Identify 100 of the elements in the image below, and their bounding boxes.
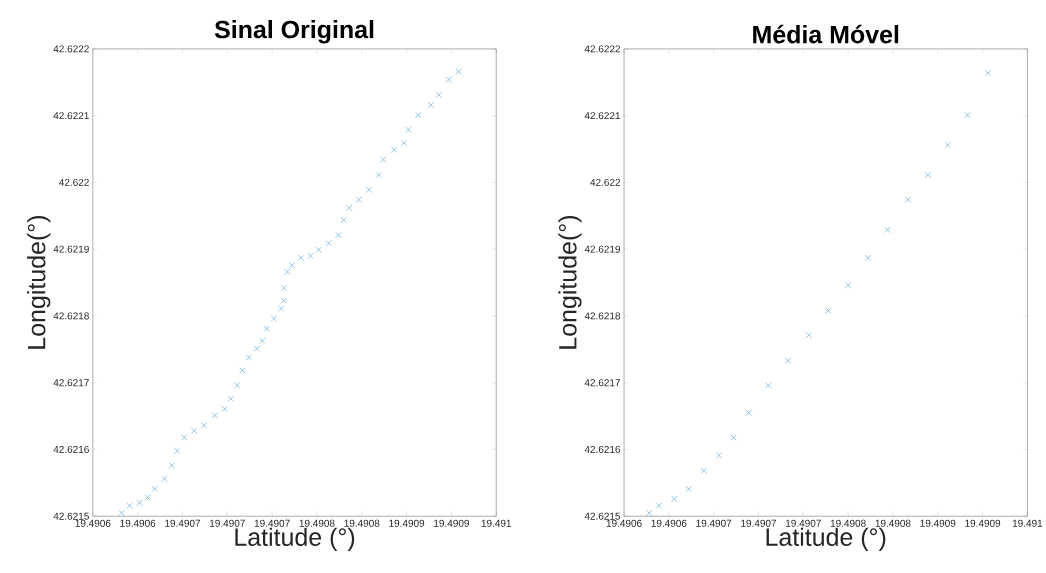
y-tick-label: 42.6216	[53, 445, 89, 453]
point	[964, 111, 971, 118]
y-tick-label: 42.6219	[53, 245, 89, 253]
x-tick-label: 19.4909	[434, 519, 469, 527]
point	[340, 216, 347, 223]
point	[785, 357, 792, 364]
x-tick-label: 19.4908	[830, 519, 866, 527]
x-tick-label: 19.4907	[741, 519, 777, 527]
y-tick-label: 42.6215	[584, 512, 621, 520]
x-tick-label: 19.4906	[606, 519, 642, 527]
point	[864, 254, 871, 261]
point	[315, 246, 322, 253]
point	[297, 254, 304, 261]
point	[455, 68, 462, 75]
point	[126, 502, 133, 509]
point	[245, 354, 252, 361]
point	[905, 196, 912, 203]
point	[191, 427, 198, 434]
y-tick-label: 42.6222	[584, 45, 621, 53]
point	[118, 509, 125, 516]
point	[284, 268, 291, 275]
point	[181, 434, 188, 441]
point	[168, 462, 175, 469]
x-tick-label: 19.4909	[965, 519, 1001, 527]
point	[445, 76, 452, 83]
x-tick-label: 19.4909	[920, 519, 956, 527]
point	[200, 422, 208, 429]
point	[227, 395, 234, 402]
point	[380, 156, 387, 163]
y-tick-label: 42.6215	[53, 512, 89, 520]
x-tick-label: 19.4907	[254, 519, 290, 527]
point	[884, 226, 891, 233]
point	[435, 91, 442, 98]
x-tick-label: 19.4907	[210, 519, 245, 527]
y-tick-label: 42.6218	[53, 312, 89, 320]
point	[174, 447, 181, 454]
point	[375, 172, 382, 179]
point	[161, 475, 168, 482]
point	[356, 196, 363, 203]
x-tick-label: 19.491	[1012, 519, 1043, 527]
point	[263, 325, 270, 332]
point	[700, 467, 707, 474]
point	[944, 141, 951, 149]
x-axis-title: Latitude (°)	[235, 527, 355, 551]
point	[730, 434, 737, 441]
point	[221, 405, 228, 412]
point	[365, 186, 372, 193]
point	[391, 146, 398, 153]
point	[253, 345, 260, 352]
point	[259, 337, 266, 344]
x-tick-label: 19.4907	[696, 519, 732, 527]
y-tick-label: 42.622	[590, 178, 621, 186]
point	[234, 382, 241, 389]
x-tick-label: 19.4907	[165, 519, 201, 527]
y-tick-label: 42.6217	[53, 379, 89, 387]
point	[335, 232, 342, 239]
point	[239, 367, 246, 374]
point	[280, 297, 287, 304]
y-tick-label: 42.6221	[584, 112, 621, 120]
point	[405, 126, 412, 133]
point	[400, 139, 407, 147]
point	[845, 282, 852, 289]
point	[151, 485, 158, 492]
point	[716, 452, 723, 459]
point	[655, 502, 663, 509]
point	[136, 499, 143, 506]
x-tick-label: 19.4906	[75, 519, 111, 527]
point	[270, 315, 277, 322]
point	[427, 101, 434, 108]
y-tick-label: 42.6222	[53, 45, 89, 53]
x-tick-label: 19.4908	[875, 519, 911, 527]
point	[211, 412, 218, 419]
x-tick-label: 19.4908	[344, 519, 380, 527]
point	[278, 305, 285, 312]
point	[646, 509, 653, 516]
x-tick-label: 19.4908	[299, 519, 335, 527]
y-tick-label: 42.6221	[53, 112, 89, 120]
point	[805, 332, 812, 339]
y-tick-label: 42.6218	[584, 312, 621, 320]
x-tick-label: 19.491	[481, 519, 512, 527]
point	[280, 284, 287, 291]
y-axis-title: Longitude(°)	[27, 215, 51, 349]
chart-title: Sinal Original	[214, 19, 374, 44]
y-tick-label: 42.622	[59, 178, 89, 186]
point	[745, 409, 752, 416]
y-tick-label: 42.6216	[584, 445, 621, 453]
point	[307, 252, 314, 259]
x-tick-label: 19.4906	[120, 519, 156, 527]
point	[325, 240, 332, 247]
point	[984, 69, 991, 76]
x-axis-title: Latitude (°)	[766, 527, 886, 551]
point	[685, 485, 692, 492]
point	[825, 307, 832, 314]
y-tick-label: 42.6219	[584, 245, 621, 253]
y-tick-label: 42.6217	[584, 379, 621, 387]
point	[924, 172, 931, 179]
point	[288, 262, 295, 269]
point	[671, 495, 678, 502]
x-tick-label: 19.4907	[786, 519, 821, 527]
point	[765, 382, 772, 389]
